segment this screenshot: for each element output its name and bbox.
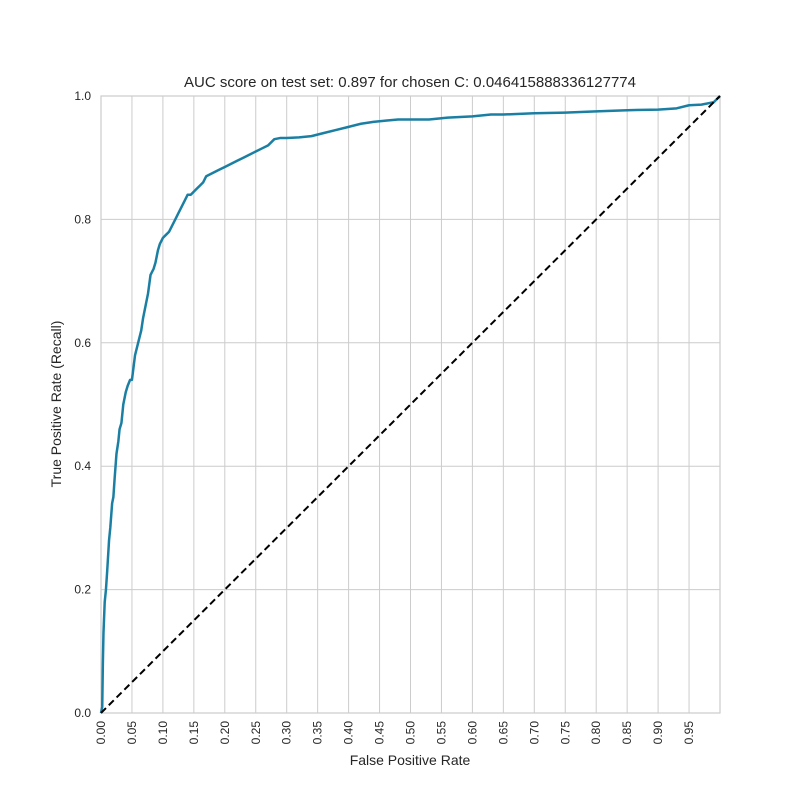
grid: [100, 95, 720, 714]
x-tick-label: 0.95: [682, 721, 696, 745]
x-tick-label: 0.00: [94, 721, 108, 745]
x-tick-label: 0.10: [156, 721, 170, 745]
x-tick-label: 0.85: [620, 721, 634, 745]
x-tick-label: 0.15: [187, 721, 201, 745]
x-tick-label: 0.35: [311, 721, 325, 745]
x-tick-label: 0.20: [218, 721, 232, 745]
y-tick-label: 1.0: [74, 89, 91, 103]
plot-frame: [100, 95, 721, 714]
y-tick-label: 0.2: [74, 583, 91, 597]
x-tick-label: 0.30: [280, 721, 294, 745]
x-tick-label: 0.70: [527, 721, 541, 745]
x-tick-label: 0.65: [496, 721, 510, 745]
x-tick-label: 0.90: [651, 721, 665, 745]
x-tick-label: 0.40: [342, 721, 356, 745]
y-tick-label: 0.0: [74, 706, 91, 720]
x-axis-label: False Positive Rate: [350, 752, 471, 768]
x-tick-label: 0.05: [125, 721, 139, 745]
y-tick-labels: 0.0 0.2 0.4 0.6 0.8 1.0: [74, 89, 91, 720]
x-tick-labels: 0.00 0.05 0.10 0.15 0.20 0.25 0.30 0.35 0.40 0.45…: [94, 721, 696, 745]
x-tick-label: 0.75: [558, 721, 572, 745]
x-tick-label: 0.45: [373, 721, 387, 745]
y-tick-label: 0.8: [74, 212, 91, 226]
x-tick-label: 0.80: [589, 721, 603, 745]
y-axis-label: True Positive Rate (Recall): [48, 321, 64, 488]
y-tick-label: 0.6: [74, 336, 91, 350]
diagonal-reference-line: [100, 95, 721, 714]
x-tick-label: 0.55: [434, 721, 448, 745]
x-tick-label: 0.60: [465, 721, 479, 745]
x-tick-label: 0.25: [249, 721, 263, 745]
series-group: [99, 95, 721, 714]
y-tick-label: 0.4: [74, 459, 91, 473]
chart-title: AUC score on test set: 0.897 for chosen …: [184, 74, 636, 91]
x-tick-label: 0.50: [404, 721, 418, 745]
roc-curve-line: [99, 95, 721, 714]
